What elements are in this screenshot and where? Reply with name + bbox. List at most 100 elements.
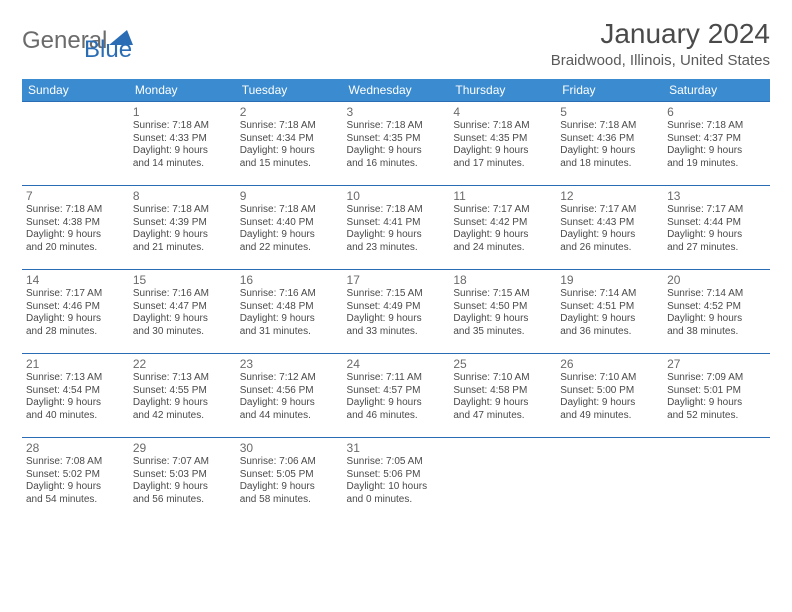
cell-day1: Daylight: 9 hours — [133, 313, 232, 326]
calendar-cell: 4Sunrise: 7:18 AMSunset: 4:35 PMDaylight… — [449, 102, 556, 186]
cell-day2: and 21 minutes. — [133, 242, 232, 255]
calendar-cell — [449, 438, 556, 522]
cell-day1: Daylight: 9 hours — [453, 313, 552, 326]
cell-day1: Daylight: 9 hours — [26, 229, 125, 242]
cell-sunrise: Sunrise: 7:18 AM — [133, 120, 232, 133]
cell-sunrise: Sunrise: 7:12 AM — [240, 372, 339, 385]
calendar-cell: 25Sunrise: 7:10 AMSunset: 4:58 PMDayligh… — [449, 354, 556, 438]
calendar-cell: 10Sunrise: 7:18 AMSunset: 4:41 PMDayligh… — [343, 186, 450, 270]
cell-sunrise: Sunrise: 7:18 AM — [133, 204, 232, 217]
weekday-header: Monday — [129, 79, 236, 102]
cell-sunset: Sunset: 4:35 PM — [453, 133, 552, 146]
cell-sunset: Sunset: 4:40 PM — [240, 217, 339, 230]
calendar-cell — [556, 438, 663, 522]
cell-day1: Daylight: 9 hours — [26, 313, 125, 326]
cell-sunset: Sunset: 4:49 PM — [347, 301, 446, 314]
cell-sunrise: Sunrise: 7:15 AM — [453, 288, 552, 301]
cell-sunset: Sunset: 4:41 PM — [347, 217, 446, 230]
cell-day2: and 16 minutes. — [347, 158, 446, 171]
cell-day2: and 38 minutes. — [667, 326, 766, 339]
day-number: 17 — [347, 273, 446, 287]
calendar-cell — [663, 438, 770, 522]
day-number: 3 — [347, 105, 446, 119]
weekday-header: Tuesday — [236, 79, 343, 102]
day-number: 24 — [347, 357, 446, 371]
cell-day1: Daylight: 9 hours — [347, 397, 446, 410]
cell-day2: and 36 minutes. — [560, 326, 659, 339]
cell-sunset: Sunset: 4:33 PM — [133, 133, 232, 146]
cell-day2: and 17 minutes. — [453, 158, 552, 171]
weekday-header-row: Sunday Monday Tuesday Wednesday Thursday… — [22, 79, 770, 102]
cell-sunset: Sunset: 4:52 PM — [667, 301, 766, 314]
cell-day2: and 35 minutes. — [453, 326, 552, 339]
cell-sunset: Sunset: 4:35 PM — [347, 133, 446, 146]
calendar-week-row: 28Sunrise: 7:08 AMSunset: 5:02 PMDayligh… — [22, 438, 770, 522]
cell-day2: and 28 minutes. — [26, 326, 125, 339]
cell-day2: and 22 minutes. — [240, 242, 339, 255]
calendar-cell: 2Sunrise: 7:18 AMSunset: 4:34 PMDaylight… — [236, 102, 343, 186]
header: GeneralBlue January 2024 Braidwood, Illi… — [22, 18, 770, 69]
cell-day1: Daylight: 9 hours — [453, 229, 552, 242]
cell-sunset: Sunset: 4:56 PM — [240, 385, 339, 398]
day-number: 20 — [667, 273, 766, 287]
cell-sunset: Sunset: 4:36 PM — [560, 133, 659, 146]
day-number: 12 — [560, 189, 659, 203]
day-number: 15 — [133, 273, 232, 287]
cell-day1: Daylight: 10 hours — [347, 481, 446, 494]
cell-day2: and 23 minutes. — [347, 242, 446, 255]
calendar-cell: 21Sunrise: 7:13 AMSunset: 4:54 PMDayligh… — [22, 354, 129, 438]
calendar-cell: 24Sunrise: 7:11 AMSunset: 4:57 PMDayligh… — [343, 354, 450, 438]
cell-day1: Daylight: 9 hours — [133, 229, 232, 242]
cell-day1: Daylight: 9 hours — [560, 145, 659, 158]
weekday-header: Saturday — [663, 79, 770, 102]
cell-sunrise: Sunrise: 7:13 AM — [26, 372, 125, 385]
day-number: 4 — [453, 105, 552, 119]
calendar-table: Sunday Monday Tuesday Wednesday Thursday… — [22, 79, 770, 522]
cell-sunset: Sunset: 5:01 PM — [667, 385, 766, 398]
cell-sunrise: Sunrise: 7:16 AM — [240, 288, 339, 301]
day-number: 30 — [240, 441, 339, 455]
calendar-cell — [22, 102, 129, 186]
day-number: 19 — [560, 273, 659, 287]
calendar-cell: 1Sunrise: 7:18 AMSunset: 4:33 PMDaylight… — [129, 102, 236, 186]
calendar-cell: 8Sunrise: 7:18 AMSunset: 4:39 PMDaylight… — [129, 186, 236, 270]
day-number: 9 — [240, 189, 339, 203]
cell-day2: and 19 minutes. — [667, 158, 766, 171]
cell-sunrise: Sunrise: 7:18 AM — [347, 204, 446, 217]
logo: GeneralBlue — [22, 18, 162, 64]
cell-day2: and 58 minutes. — [240, 494, 339, 507]
cell-sunrise: Sunrise: 7:18 AM — [453, 120, 552, 133]
day-number: 18 — [453, 273, 552, 287]
day-number: 29 — [133, 441, 232, 455]
day-number: 8 — [133, 189, 232, 203]
day-number: 14 — [26, 273, 125, 287]
cell-sunrise: Sunrise: 7:10 AM — [560, 372, 659, 385]
calendar-cell: 28Sunrise: 7:08 AMSunset: 5:02 PMDayligh… — [22, 438, 129, 522]
cell-day1: Daylight: 9 hours — [133, 397, 232, 410]
day-number: 25 — [453, 357, 552, 371]
cell-day2: and 42 minutes. — [133, 410, 232, 423]
calendar-cell: 27Sunrise: 7:09 AMSunset: 5:01 PMDayligh… — [663, 354, 770, 438]
cell-sunrise: Sunrise: 7:18 AM — [240, 204, 339, 217]
calendar-cell: 12Sunrise: 7:17 AMSunset: 4:43 PMDayligh… — [556, 186, 663, 270]
cell-day1: Daylight: 9 hours — [240, 229, 339, 242]
cell-sunrise: Sunrise: 7:13 AM — [133, 372, 232, 385]
cell-sunset: Sunset: 4:44 PM — [667, 217, 766, 230]
calendar-week-row: 1Sunrise: 7:18 AMSunset: 4:33 PMDaylight… — [22, 102, 770, 186]
day-number: 27 — [667, 357, 766, 371]
cell-day2: and 24 minutes. — [453, 242, 552, 255]
cell-sunrise: Sunrise: 7:09 AM — [667, 372, 766, 385]
day-number: 31 — [347, 441, 446, 455]
calendar-body: 1Sunrise: 7:18 AMSunset: 4:33 PMDaylight… — [22, 102, 770, 522]
day-number: 23 — [240, 357, 339, 371]
weekday-header: Wednesday — [343, 79, 450, 102]
cell-sunset: Sunset: 4:55 PM — [133, 385, 232, 398]
cell-day2: and 40 minutes. — [26, 410, 125, 423]
cell-sunrise: Sunrise: 7:17 AM — [453, 204, 552, 217]
cell-sunset: Sunset: 4:51 PM — [560, 301, 659, 314]
cell-day2: and 15 minutes. — [240, 158, 339, 171]
day-number: 2 — [240, 105, 339, 119]
calendar-cell: 30Sunrise: 7:06 AMSunset: 5:05 PMDayligh… — [236, 438, 343, 522]
cell-day2: and 0 minutes. — [347, 494, 446, 507]
month-title: January 2024 — [551, 18, 770, 50]
